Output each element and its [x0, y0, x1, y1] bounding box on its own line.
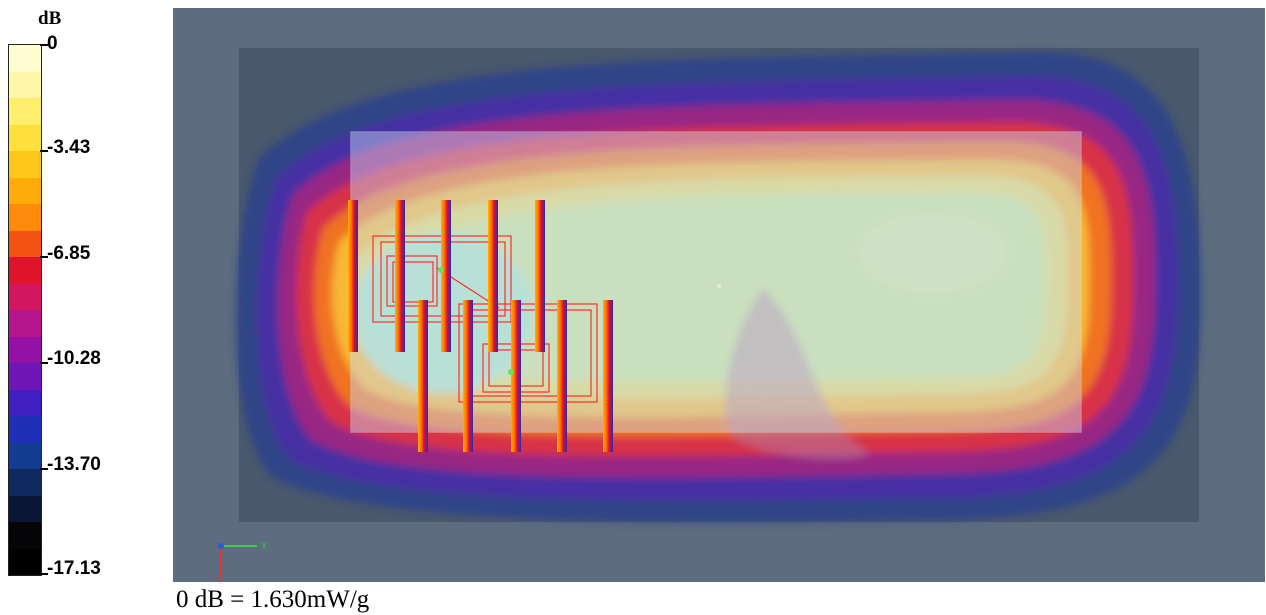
colorbar-segment [9, 363, 41, 390]
axis-y-label: Y [261, 541, 267, 551]
colorbar-tick [40, 468, 48, 470]
colorbar-label-2: -6.85 [47, 243, 91, 264]
colorbar-segment [9, 204, 41, 231]
colorbar-segment [9, 283, 41, 310]
colorbar-tick [40, 362, 48, 364]
colorbar-label-5: -17.13 [47, 558, 101, 579]
colorbar-segment [9, 469, 41, 496]
antenna-plates [348, 200, 613, 452]
colorbar-segment [9, 495, 41, 522]
field-contours [235, 51, 1202, 523]
colorbar-segment [9, 124, 41, 151]
colorbar-gradient [8, 44, 42, 576]
sar-plot: Y X [173, 8, 1265, 582]
sar-distribution-view: Y X [173, 8, 1265, 582]
colorbar-segment [9, 389, 41, 416]
colorbar-segment [9, 45, 41, 72]
colorbar-unit: dB [38, 8, 62, 29]
colorbar-segment [9, 151, 41, 178]
colorbar-segment [9, 416, 41, 443]
coordinate-axes-icon: Y X [217, 541, 267, 582]
colorbar-tick [40, 573, 48, 575]
reference-note: 0 dB = 1.630mW/g [176, 586, 370, 613]
colorbar-segment [9, 522, 41, 549]
colorbar-segment [9, 98, 41, 125]
axis-x-label: X [217, 574, 223, 582]
colorbar-label-0: 0 [47, 33, 58, 54]
colorbar-segment [9, 257, 41, 284]
device-outline [350, 131, 1082, 433]
colorbar-segment [9, 230, 41, 257]
feed-point-marker [438, 267, 444, 273]
reference-point [717, 284, 721, 288]
colorbar-segment [9, 71, 41, 98]
colorbar-segment [9, 177, 41, 204]
colorbar-tick [40, 150, 48, 152]
colorbar-label-1: -3.43 [47, 137, 91, 158]
colorbar-tick [40, 256, 48, 258]
colorbar-label-4: -13.70 [47, 454, 101, 475]
colorbar-segment [9, 310, 41, 337]
feed-point-marker [508, 369, 514, 375]
colorbar-tick [40, 44, 48, 46]
colorbar-label-3: -10.28 [47, 348, 101, 369]
colorbar: dB 0 -3.43 -6.85 -10.28 -13.70 -17.13 [0, 0, 170, 600]
colorbar-segment [9, 442, 41, 469]
colorbar-segment [9, 336, 41, 363]
colorbar-segment [9, 548, 41, 575]
